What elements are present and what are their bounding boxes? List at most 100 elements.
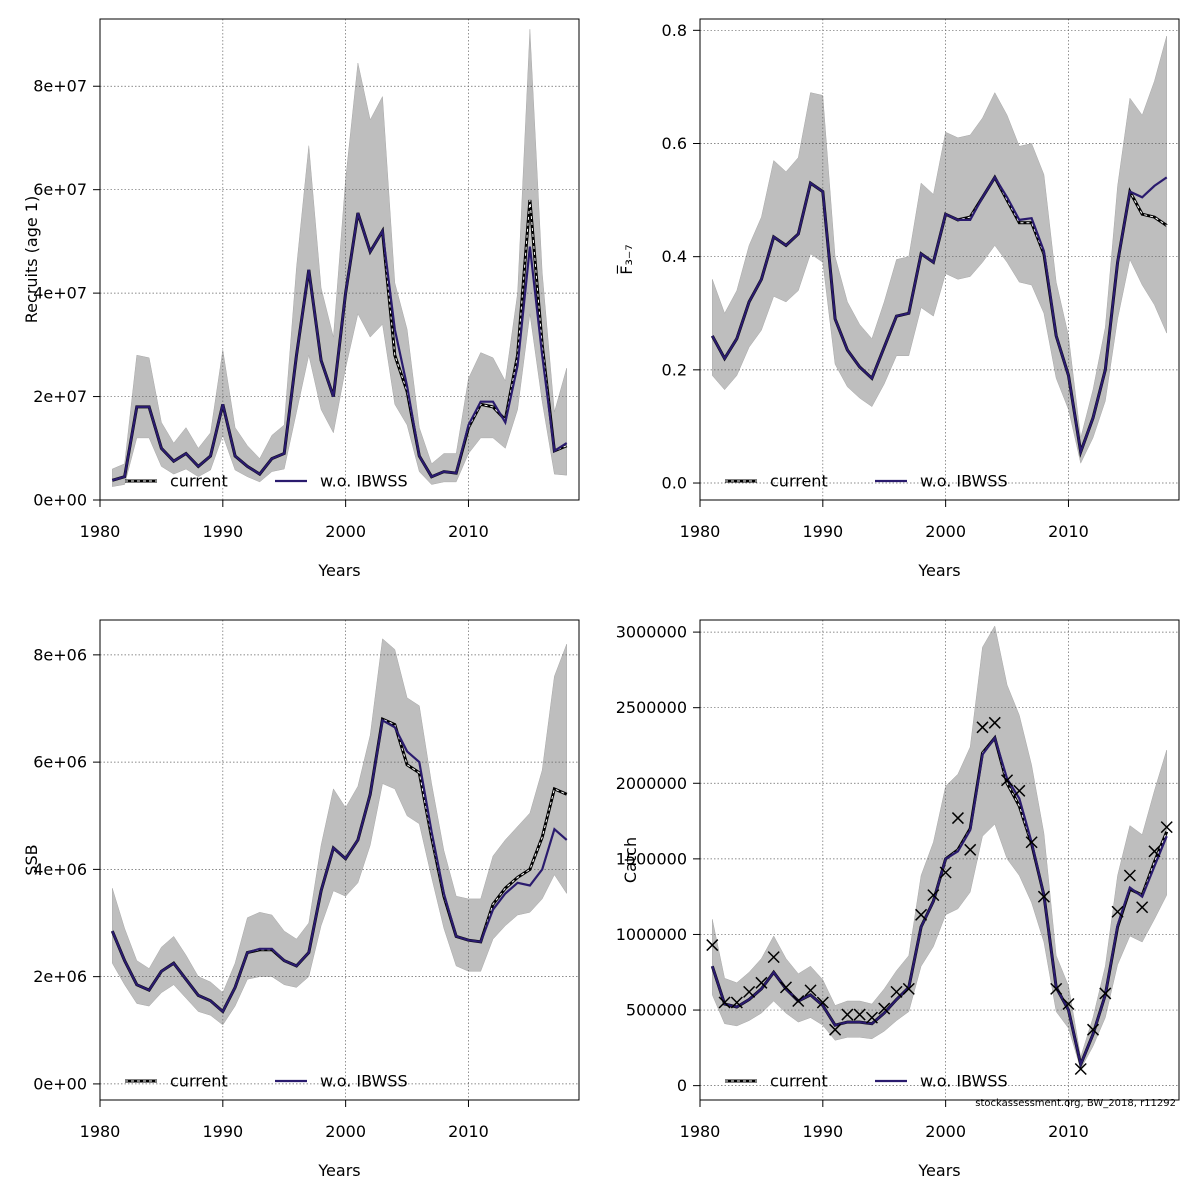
y-tick-label: 2e+06 [33,967,87,986]
y-tick-label: 3000000 [616,623,687,642]
observed-point [792,994,805,1008]
y-tick-label: 2e+07 [33,387,87,406]
recruits-panel: 1980 1990 2000 2010 0e+00 2e+07 4e+07 6e+07 8e+0… [22,18,580,580]
y-tick-label: 8e+07 [33,77,87,96]
observed-point [755,976,768,989]
x-tick-label: 2000 [325,1122,366,1141]
observed-point [1001,774,1014,787]
x-tick-label: 2000 [925,1122,966,1141]
observed-point [1074,1062,1087,1076]
observed-point [1062,997,1075,1011]
observed-point [779,981,793,994]
observed-point [865,1011,878,1024]
legend-alt-label: w.o. IBWSS [320,472,408,491]
fishing-mortality-panel: 1980 1990 2000 2010 0.0 0.2 0.4 0.6 0.8 Years F̅₃₋… [617,18,1180,580]
series-alt-line [711,735,1168,1069]
observed-point [1111,905,1124,918]
legend-current-label: current [770,1072,828,1091]
observed-point [816,996,829,1009]
x-tick-label: 1990 [202,1122,243,1141]
y-axis-label: F̅₃₋₇ [617,244,636,274]
plot-frame [699,619,1180,1101]
observed-point [804,984,817,997]
ssb-panel: 1980 1990 2000 2010 0e+00 2e+06 4e+06 6e+06 8e+0… [22,619,580,1180]
y-tick-label: 0 [677,1076,687,1095]
series-alt-line [111,212,568,482]
confidence-band [112,29,567,487]
observed-point [927,889,940,902]
x-tick-label: 1990 [802,1122,843,1141]
x-tick-label: 1980 [680,522,721,541]
y-tick-label: 6e+06 [33,753,87,772]
x-tick-label: 1980 [80,1122,121,1141]
y-tick-label: 2000000 [616,774,687,793]
y-axis-label: Catch [621,837,640,883]
observed-point [1025,836,1038,849]
series-alt-line [711,175,1168,457]
x-axis-label: Years [917,561,960,580]
y-tick-label: 8e+06 [33,645,87,664]
observed-point [951,812,964,825]
observed-point [718,996,731,1009]
y-tick-label: 0.0 [662,474,687,493]
x-tick-label: 1980 [80,522,121,541]
confidence-band [712,625,1167,1070]
y-tick-label: 4e+06 [33,860,87,879]
observed-point [743,985,756,998]
x-axis-label: Years [317,1161,360,1180]
y-tick-label: 1000000 [616,925,687,944]
x-tick-label: 2010 [1048,522,1089,541]
observed-point [767,951,780,964]
observed-point [730,996,743,1009]
x-tick-label: 2010 [1048,1122,1089,1141]
observed-point [890,985,903,998]
y-axis-label: SSB [22,844,41,875]
y-tick-label: 1500000 [616,849,687,868]
observed-point [1148,845,1161,858]
plot-frame [99,619,580,1101]
observed-point [853,1008,866,1021]
catch-panel: 1980 1990 2000 2010 0 500000 1000000 1500000 200… [616,619,1180,1180]
y-tick-label: 6e+07 [33,180,87,199]
observed-point [1136,901,1149,914]
x-tick-label: 2010 [448,1122,489,1141]
observed-point [706,939,719,952]
observed-point [939,866,952,879]
legend-current-label: current [770,472,828,491]
observed-point [1160,821,1173,834]
x-tick-label: 2010 [448,522,489,541]
x-tick-label: 2000 [325,522,366,541]
observed-point [1086,1023,1100,1036]
series-alt-line [111,718,568,1014]
x-axis-label: Years [317,561,360,580]
x-tick-label: 1980 [680,1122,721,1141]
legend-alt-label: w.o. IBWSS [320,1072,408,1091]
observed-point [902,982,915,995]
x-tick-label: 1990 [202,522,243,541]
observed-point [1099,987,1112,1000]
observed-point [976,721,989,734]
y-tick-label: 4e+07 [33,284,87,303]
x-axis-label: Years [917,1161,960,1180]
plot-frame [99,18,580,501]
footer-text: stockassessment.org, BW_2018, r11292 [975,1098,1176,1109]
plot-frame [699,18,1180,501]
observed-point [915,908,928,921]
observed-point [1050,982,1063,995]
y-tick-label: 500000 [626,1001,687,1020]
observed-point [878,1002,891,1015]
y-tick-label: 0.6 [662,134,687,153]
y-tick-label: 0.8 [662,21,687,40]
y-tick-label: 2500000 [616,698,687,717]
y-axis-label: Recruits (age 1) [22,196,41,323]
observed-point [1037,890,1050,903]
observed-point [841,1008,854,1021]
observed-point [829,1023,842,1036]
legend-alt-label: w.o. IBWSS [920,472,1008,491]
observed-point [1123,869,1136,882]
legend-current-label: current [170,472,228,491]
y-tick-label: 0.4 [662,247,687,266]
legend-alt-label: w.o. IBWSS [920,1072,1008,1091]
y-tick-label: 0.2 [662,360,687,379]
